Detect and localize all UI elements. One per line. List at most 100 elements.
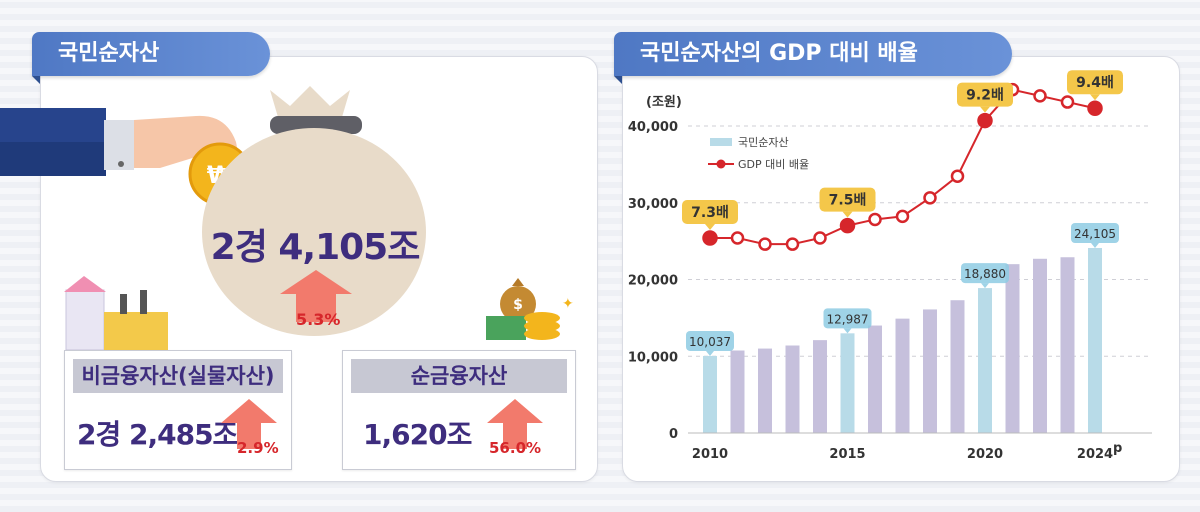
y-tick-label: 40,000 <box>628 120 678 135</box>
ratio-point <box>977 112 993 129</box>
net-financial-label: 순금융자산 <box>351 359 567 393</box>
cuff-shape <box>104 120 134 170</box>
bar <box>730 350 745 433</box>
net-financial-change: 56.0% <box>489 439 542 457</box>
total-change: 5.3% <box>296 310 341 329</box>
unit-label: (조원) <box>646 95 682 110</box>
bar <box>1033 258 1047 433</box>
callout-pointer <box>842 211 853 218</box>
bar-label-pointer <box>1091 242 1099 248</box>
bar <box>978 288 992 433</box>
bar-label: 18,880 <box>964 267 1006 281</box>
line-layer <box>702 82 1103 251</box>
money-stack-icon: $ ✦ <box>486 278 574 340</box>
ratio-point <box>868 212 882 227</box>
bar <box>923 309 937 433</box>
total-value: 2경 4,105조 <box>210 227 421 268</box>
total-up-arrow-icon <box>280 270 352 322</box>
bar-label: 10,037 <box>689 335 731 349</box>
non-financial-label: 비금융자산(실물자산) <box>73 359 283 393</box>
bar-label: 24,105 <box>1074 227 1116 241</box>
ratio-point <box>758 237 772 251</box>
callout-label: 9.4배 <box>1076 75 1114 91</box>
gdp-ratio-title: 국민순자산의 GDP 대비 배율 <box>614 32 1012 76</box>
x-tick-label: 2020 <box>967 447 1003 462</box>
tab-fold-left <box>32 76 40 84</box>
bar <box>840 333 855 433</box>
non-financial-up-arrow-icon <box>221 399 277 449</box>
ratio-point <box>1060 95 1075 109</box>
x-tick-suffix: p <box>1113 441 1122 456</box>
net-financial-value: 1,620조 <box>363 418 472 451</box>
callout-label: 7.5배 <box>829 193 867 209</box>
callout-box <box>957 82 1013 107</box>
bar-label-pointer <box>706 350 714 356</box>
non-financial-assets-box: 비금융자산(실물자산) 2경 2,485조 2.9% <box>64 350 292 470</box>
non-financial-change: 2.9% <box>237 439 279 457</box>
bar <box>813 340 827 433</box>
x-tick-label: 2015 <box>829 447 865 462</box>
legend-layer: 국민순자산 GDP 대비 배율 <box>708 136 809 171</box>
ratio-point <box>813 231 827 245</box>
bar-label-pointer <box>843 328 852 334</box>
bar-label-box <box>823 308 872 329</box>
x-tick-label: 2010 <box>692 447 728 462</box>
callout-pointer <box>1090 94 1100 101</box>
chimney-shape <box>120 294 127 314</box>
bar-label: 12,987 <box>827 312 869 326</box>
net-financial-up-arrow-icon <box>487 399 543 449</box>
bar-layer <box>703 247 1102 433</box>
bar <box>1005 264 1020 433</box>
ratio-point <box>839 217 856 234</box>
hand-shape <box>134 115 238 168</box>
bag-neck <box>270 86 350 124</box>
bar-label-pointer <box>981 283 989 289</box>
bag-tie <box>270 116 362 134</box>
y-tick-label: 20,000 <box>628 274 678 289</box>
cuff-button <box>118 161 124 167</box>
bar <box>1088 247 1102 433</box>
bar <box>758 348 772 433</box>
bar <box>895 318 910 433</box>
legend-bar-label: 국민순자산 <box>738 136 789 149</box>
axis-layer: 0 10,000 20,000 30,000 40,000 (조원) 2010 2015 202… <box>628 95 1152 462</box>
coin-stack-3 <box>524 312 560 324</box>
callout-box <box>1067 70 1123 95</box>
net-assets-chart: 10,037 12,987 18,880 24,105 7.3배 7.5배 9.2배 9.4배… <box>628 70 1152 462</box>
callout-label: 7.3배 <box>691 205 729 221</box>
chimney-shape-2 <box>140 290 147 314</box>
small-bag-shape <box>500 286 536 322</box>
money-bag-illustration <box>202 86 426 336</box>
building-shape <box>65 289 105 350</box>
legend-line-label: GDP 대비 배율 <box>738 158 809 171</box>
callout-box <box>682 200 738 224</box>
cash-stack <box>486 316 526 340</box>
bar <box>785 345 800 433</box>
bar <box>703 355 717 433</box>
bar <box>868 325 882 433</box>
callout-pointer <box>980 106 990 113</box>
bag-body <box>202 128 426 336</box>
bar-label-box <box>686 330 734 351</box>
callout-box <box>819 187 876 212</box>
non-financial-value: 2경 2,485조 <box>77 418 238 451</box>
factory-body <box>104 312 168 350</box>
label-layer: 10,037 12,987 18,880 24,105 7.3배 7.5배 9.2배 9.4배 <box>682 70 1123 356</box>
ratio-point <box>923 191 937 205</box>
factory-icon <box>64 276 168 350</box>
sparkle-icon: ✦ <box>562 296 574 312</box>
y-tick-label: 10,000 <box>628 350 678 365</box>
legend-bar-swatch <box>710 138 732 146</box>
ratio-point <box>950 169 965 183</box>
tab-fold-right <box>614 76 622 84</box>
small-bag-top <box>512 278 524 286</box>
bar-label-box <box>1071 222 1119 243</box>
x-tick-label: 2024 <box>1077 447 1113 462</box>
ratio-point <box>1033 89 1047 103</box>
y-tick-label: 30,000 <box>628 197 678 212</box>
legend-line-marker <box>716 159 726 169</box>
net-financial-assets-box: 순금융자산 1,620조 56.0% <box>342 350 576 470</box>
callout-pointer <box>705 224 715 230</box>
ratio-point <box>1087 100 1103 116</box>
ratio-point <box>702 230 718 246</box>
